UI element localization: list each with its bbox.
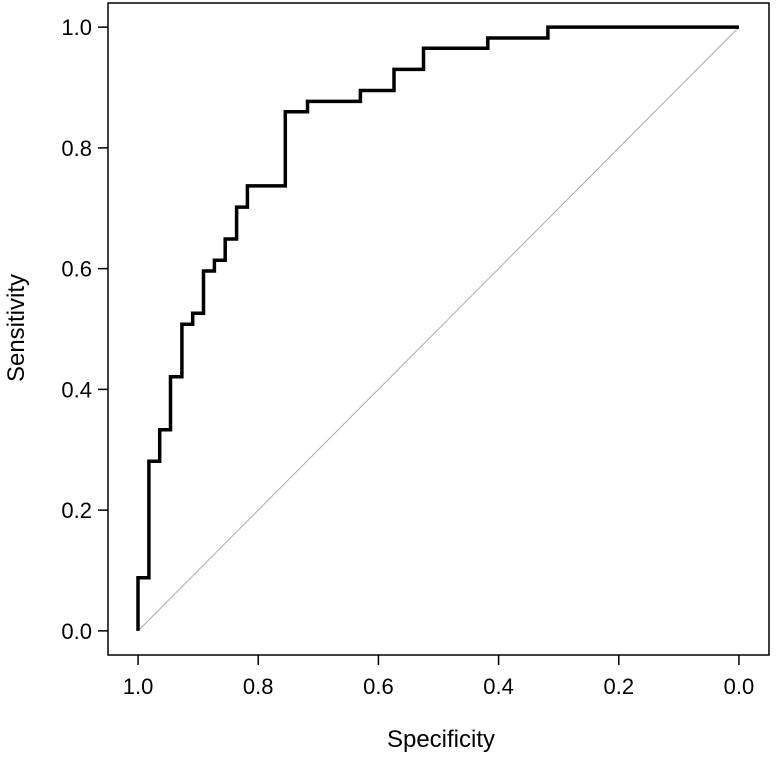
- x-tick-label: 0.8: [243, 674, 274, 699]
- x-tick-label: 0.2: [603, 674, 634, 699]
- reference-diagonal-line: [137, 26, 740, 632]
- y-tick-label: 1.0: [61, 15, 92, 40]
- y-axis-ticks: 0.0 0.2 0.4 0.6 0.8 1.0: [61, 15, 108, 644]
- plot-frame: [107, 2, 770, 656]
- y-axis-title: Sensitivity: [3, 274, 30, 382]
- y-tick-label: 0.0: [61, 619, 92, 644]
- y-tick-label: 0.6: [61, 257, 92, 282]
- x-tick-label: 0.0: [724, 674, 755, 699]
- y-tick-label: 0.4: [61, 377, 92, 402]
- y-tick-label: 0.2: [61, 498, 92, 523]
- x-tick-label: 0.6: [363, 674, 394, 699]
- y-tick-label: 0.8: [61, 136, 92, 161]
- x-axis-title: Specificity: [387, 726, 495, 753]
- x-tick-label: 0.4: [483, 674, 514, 699]
- roc-curve-line: [136, 25, 739, 631]
- x-axis-ticks: 1.0 0.8 0.6 0.4 0.2 0.0: [123, 655, 755, 699]
- x-tick-label: 1.0: [123, 674, 154, 699]
